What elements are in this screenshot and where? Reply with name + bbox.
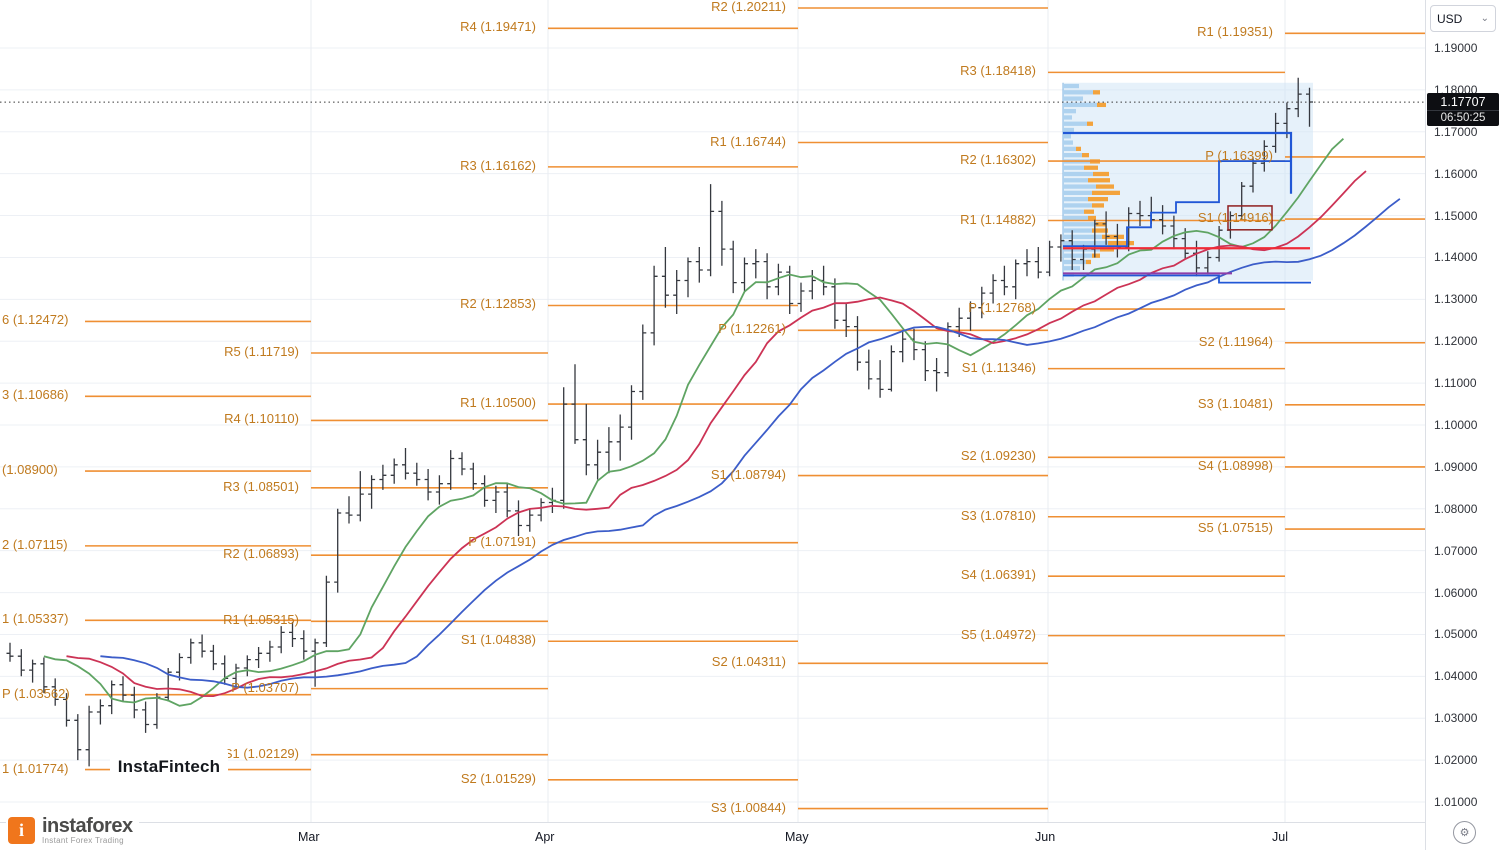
chart-settings-icon[interactable]: ⚙: [1453, 821, 1476, 844]
price-axis-label: 1.04000: [1434, 669, 1478, 684]
time-axis-label: Apr: [535, 830, 555, 844]
price-axis-label: 1.09000: [1434, 459, 1478, 474]
time-axis-label: Jul: [1272, 830, 1288, 844]
time-axis[interactable]: Mar Apr May Jun Jul: [0, 822, 1425, 851]
price-axis-label: 1.08000: [1434, 501, 1478, 516]
brand-tagline: Instant Forex Trading: [42, 836, 124, 845]
price-axis-label: 1.13000: [1434, 292, 1478, 307]
brand-text: instaforex Instant Forex Trading: [42, 816, 133, 845]
price-axis-label: 1.03000: [1434, 711, 1478, 726]
brand-logo: i instaforex Instant Forex Trading: [6, 814, 139, 847]
price-axis-label: 1.19000: [1434, 41, 1478, 55]
price-axis-label: 1.01000: [1434, 795, 1478, 810]
chart-canvas[interactable]: 6 (1.12472) 3 (1.10686) (1.08900) 2 (1.0711…: [0, 0, 1425, 822]
current-price-value: 1.17707: [1440, 95, 1486, 110]
price-axis[interactable]: USD ⌄ 1.19000 1.18000 1.17000 1.16000 1.1500…: [1425, 0, 1500, 850]
logo-glyph: i: [18, 820, 24, 840]
currency-selector[interactable]: USD ⌄: [1430, 5, 1496, 32]
time-axis-label: May: [785, 830, 809, 844]
gear-glyph: ⚙: [1459, 827, 1470, 839]
price-axis-label: 1.16000: [1434, 166, 1478, 181]
price-axis-label: 1.15000: [1434, 208, 1478, 223]
price-axis-label: 1.06000: [1434, 585, 1478, 600]
price-axis-label: 1.12000: [1434, 334, 1478, 349]
price-axis-label: 1.05000: [1434, 627, 1478, 642]
currency-label: USD: [1437, 11, 1463, 26]
price-axis-label: 1.10000: [1434, 418, 1478, 432]
instaforex-logo-icon: i: [8, 817, 35, 844]
price-axis-label: 1.11000: [1434, 376, 1477, 391]
chart-plot-svg: [0, 0, 1425, 822]
price-axis-label: 1.14000: [1434, 250, 1478, 265]
price-axis-label: 1.17000: [1434, 124, 1478, 139]
bar-countdown-timer: 06:50:25: [1427, 110, 1499, 126]
instafintech-watermark: InstaFintech: [110, 744, 228, 790]
price-axis-label: 1.07000: [1434, 543, 1478, 558]
time-axis-label: Mar: [298, 830, 320, 844]
brand-name: instaforex: [42, 815, 133, 837]
current-price-badge: 1.17707 06:50:25: [1427, 93, 1499, 127]
price-axis-label: 1.02000: [1434, 753, 1478, 768]
time-axis-label: Jun: [1035, 830, 1056, 844]
chevron-down-icon: ⌄: [1480, 13, 1489, 24]
